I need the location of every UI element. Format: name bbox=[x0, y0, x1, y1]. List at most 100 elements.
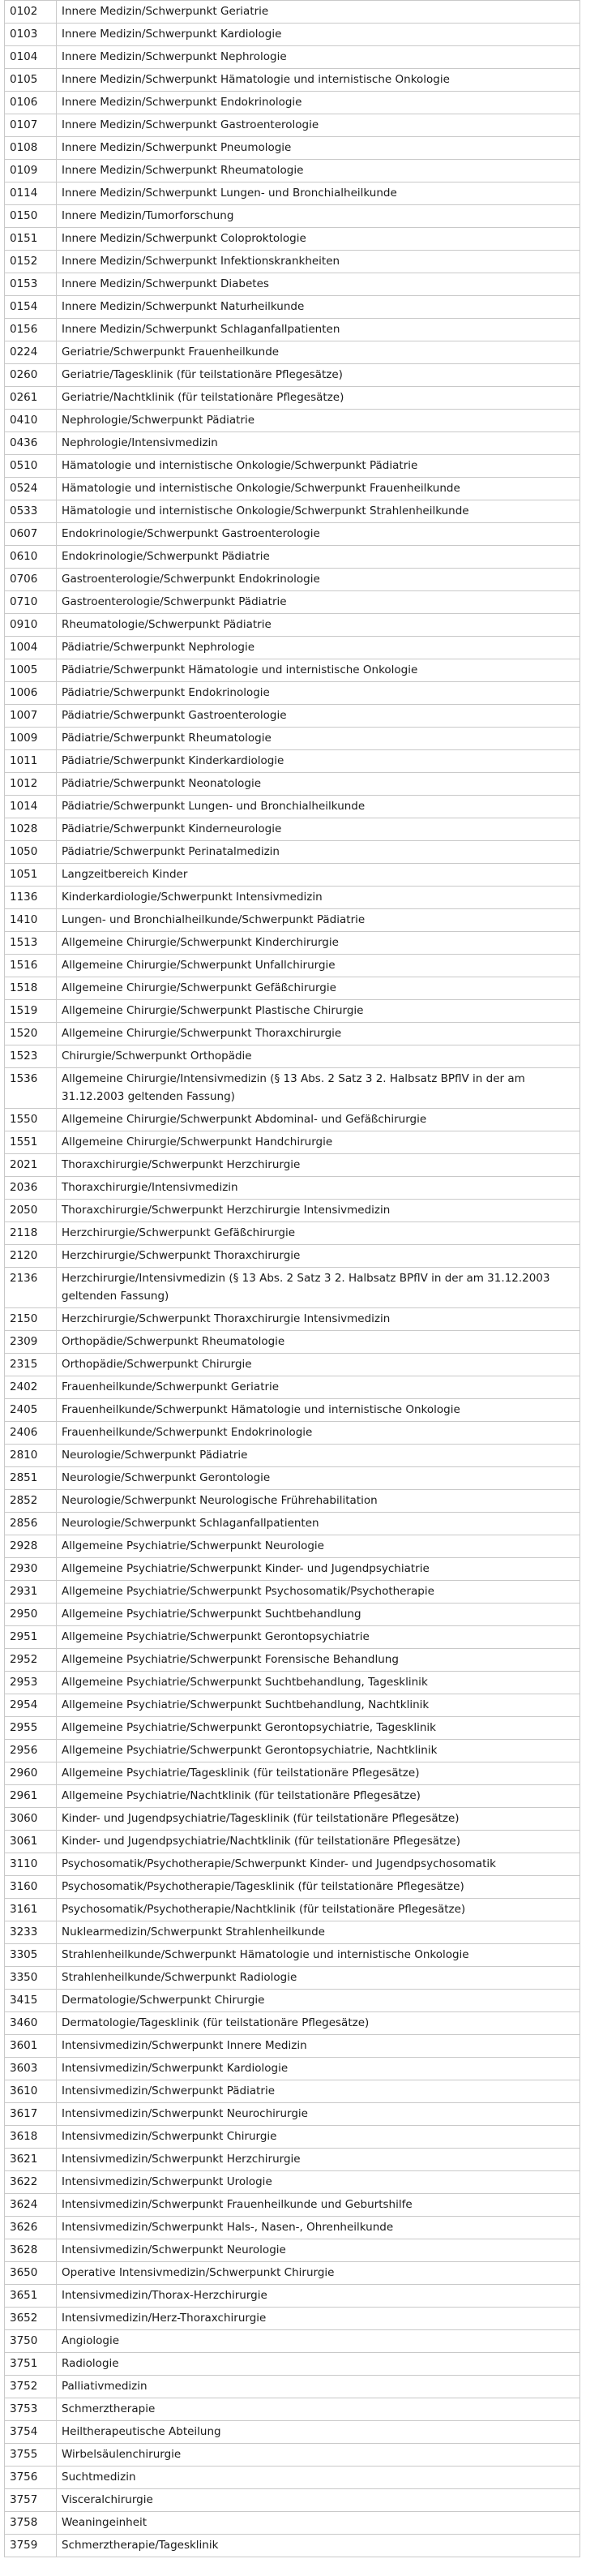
department-name: Pädiatrie/Schwerpunkt Endokrinologie bbox=[56, 681, 580, 705]
department-code: 1012 bbox=[4, 772, 57, 796]
department-name: Allgemeine Psychiatrie/Schwerpunkt Kinde… bbox=[56, 1557, 580, 1581]
department-name: Allgemeine Psychiatrie/Schwerpunkt Geron… bbox=[56, 1625, 580, 1649]
table-row: 3626 Intensivmedizin/Schwerpunkt Hals-, N… bbox=[4, 2216, 580, 2239]
department-code: 2953 bbox=[4, 1671, 57, 1694]
department-code: 2402 bbox=[4, 1376, 57, 1399]
department-name: Psychosomatik/Psychotherapie/Nachtklinik… bbox=[56, 1898, 580, 1921]
department-code: 0150 bbox=[4, 204, 57, 228]
table-row: 0610 Endokrinologie/Schwerpunkt Pädiatrie bbox=[4, 545, 580, 569]
table-row: 0910 Rheumatologie/Schwerpunkt Pädiatrie bbox=[4, 613, 580, 637]
table-row: 1014 Pädiatrie/Schwerpunkt Lungen- und Br… bbox=[4, 795, 580, 818]
table-row: 2402 Frauenheilkunde/Schwerpunkt Geriatri… bbox=[4, 1376, 580, 1399]
table-row: 0533 Hämatologie und internistische Onkol… bbox=[4, 500, 580, 523]
department-code: 3415 bbox=[4, 1989, 57, 2012]
department-name: Pädiatrie/Schwerpunkt Perinatalmedizin bbox=[56, 840, 580, 864]
table-row: 3651 Intensivmedizin/Thorax-Herzchirurgie bbox=[4, 2284, 580, 2308]
table-row: 2951 Allgemeine Psychiatrie/Schwerpunkt G… bbox=[4, 1625, 580, 1649]
department-code: 1007 bbox=[4, 704, 57, 728]
department-name: Allgemeine Psychiatrie/Schwerpunkt Sucht… bbox=[56, 1603, 580, 1626]
table-row: 3752 Palliativmedizin bbox=[4, 2375, 580, 2398]
department-code: 0156 bbox=[4, 318, 57, 341]
table-row: 3601 Intensivmedizin/Schwerpunkt Innere M… bbox=[4, 2034, 580, 2058]
department-code: 3622 bbox=[4, 2170, 57, 2194]
department-name: Intensivmedizin/Thorax-Herzchirurgie bbox=[56, 2284, 580, 2308]
table-row: 0524 Hämatologie und internistische Onkol… bbox=[4, 477, 580, 500]
department-name: Intensivmedizin/Schwerpunkt Chirurgie bbox=[56, 2125, 580, 2149]
department-code: 1050 bbox=[4, 840, 57, 864]
department-name: Weaningeinheit bbox=[56, 2511, 580, 2535]
table-row: 3621 Intensivmedizin/Schwerpunkt Herzchir… bbox=[4, 2148, 580, 2171]
table-row: 3757 Visceralchirurgie bbox=[4, 2488, 580, 2512]
department-code: 1014 bbox=[4, 795, 57, 818]
department-code: 0436 bbox=[4, 431, 57, 455]
table-row: 3603 Intensivmedizin/Schwerpunkt Kardiolo… bbox=[4, 2057, 580, 2080]
department-code-table: 0102 Innere Medizin/Schwerpunkt Geriatrie… bbox=[4, 0, 580, 2557]
department-name: Allgemeine Psychiatrie/Schwerpunkt Sucht… bbox=[56, 1671, 580, 1694]
department-code: 3650 bbox=[4, 2261, 57, 2285]
table-row: 2928 Allgemeine Psychiatrie/Schwerpunkt N… bbox=[4, 1535, 580, 1558]
table-row: 3756 Suchtmedizin bbox=[4, 2466, 580, 2489]
department-name: Allgemeine Chirurgie/Intensivmedizin (§ … bbox=[56, 1067, 580, 1109]
department-code: 1136 bbox=[4, 886, 57, 909]
table-row: 0410 Nephrologie/Schwerpunkt Pädiatrie bbox=[4, 409, 580, 432]
table-row: 0607 Endokrinologie/Schwerpunkt Gastroent… bbox=[4, 522, 580, 546]
department-name: Operative Intensivmedizin/Schwerpunkt Ch… bbox=[56, 2261, 580, 2285]
department-name: Innere Medizin/Schwerpunkt Coloproktolog… bbox=[56, 227, 580, 251]
department-code: 0224 bbox=[4, 341, 57, 364]
department-code: 0607 bbox=[4, 522, 57, 546]
department-name: Allgemeine Chirurgie/Schwerpunkt Kinderc… bbox=[56, 931, 580, 955]
table-row: 0108 Innere Medizin/Schwerpunkt Pneumolog… bbox=[4, 136, 580, 160]
department-code: 2405 bbox=[4, 1398, 57, 1422]
table-row: 0114 Innere Medizin/Schwerpunkt Lungen- u… bbox=[4, 182, 580, 205]
department-name: Innere Medizin/Schwerpunkt Lungen- und B… bbox=[56, 182, 580, 205]
department-name: Innere Medizin/Schwerpunkt Endokrinologi… bbox=[56, 91, 580, 114]
department-name: Visceralchirurgie bbox=[56, 2488, 580, 2512]
table-row: 3618 Intensivmedizin/Schwerpunkt Chirurgi… bbox=[4, 2125, 580, 2149]
table-row: 0156 Innere Medizin/Schwerpunkt Schlaganf… bbox=[4, 318, 580, 341]
department-code: 1523 bbox=[4, 1045, 57, 1068]
table-row: 0106 Innere Medizin/Schwerpunkt Endokrino… bbox=[4, 91, 580, 114]
department-name: Innere Medizin/Schwerpunkt Kardiologie bbox=[56, 23, 580, 46]
department-code: 0107 bbox=[4, 114, 57, 137]
department-code: 0103 bbox=[4, 23, 57, 46]
department-name: Intensivmedizin/Schwerpunkt Hals-, Nasen… bbox=[56, 2216, 580, 2239]
table-row: 3751 Radiologie bbox=[4, 2352, 580, 2376]
department-name: Pädiatrie/Schwerpunkt Neonatologie bbox=[56, 772, 580, 796]
table-row: 1513 Allgemeine Chirurgie/Schwerpunkt Kin… bbox=[4, 931, 580, 955]
department-name: Allgemeine Psychiatrie/Schwerpunkt Geron… bbox=[56, 1739, 580, 1762]
department-name: Intensivmedizin/Schwerpunkt Neurologie bbox=[56, 2239, 580, 2262]
table-row: 2120 Herzchirurgie/Schwerpunkt Thoraxchir… bbox=[4, 1244, 580, 1268]
department-name: Orthopädie/Schwerpunkt Rheumatologie bbox=[56, 1330, 580, 1354]
table-row: 0224 Geriatrie/Schwerpunkt Frauenheilkund… bbox=[4, 341, 580, 364]
department-code: 3060 bbox=[4, 1807, 57, 1831]
department-name: Allgemeine Psychiatrie/Schwerpunkt Geron… bbox=[56, 1716, 580, 1740]
department-code: 1009 bbox=[4, 727, 57, 750]
department-code: 3626 bbox=[4, 2216, 57, 2239]
department-name: Frauenheilkunde/Schwerpunkt Geriatrie bbox=[56, 1376, 580, 1399]
table-row: 3415 Dermatologie/Schwerpunkt Chirurgie bbox=[4, 1989, 580, 2012]
table-row: 0710 Gastroenterologie/Schwerpunkt Pädiat… bbox=[4, 590, 580, 614]
table-row: 3160 Psychosomatik/Psychotherapie/Tageskl… bbox=[4, 1875, 580, 1899]
department-name: Orthopädie/Schwerpunkt Chirurgie bbox=[56, 1353, 580, 1376]
table-row: 2960 Allgemeine Psychiatrie/Tagesklinik (… bbox=[4, 1762, 580, 1785]
department-name: Allgemeine Chirurgie/Schwerpunkt Plastis… bbox=[56, 999, 580, 1023]
department-name: Herzchirurgie/Intensivmedizin (§ 13 Abs.… bbox=[56, 1267, 580, 1308]
department-code: 0104 bbox=[4, 45, 57, 69]
department-code: 0109 bbox=[4, 159, 57, 182]
table-row: 1516 Allgemeine Chirurgie/Schwerpunkt Unf… bbox=[4, 954, 580, 977]
department-name: Kinder- und Jugendpsychiatrie/Nachtklini… bbox=[56, 1830, 580, 1853]
table-row: 2150 Herzchirurgie/Schwerpunkt Thoraxchir… bbox=[4, 1307, 580, 1331]
table-row: 1011 Pädiatrie/Schwerpunkt Kinderkardiolo… bbox=[4, 749, 580, 773]
table-row: 3622 Intensivmedizin/Schwerpunkt Urologie bbox=[4, 2170, 580, 2194]
department-name: Strahlenheilkunde/Schwerpunkt Radiologie bbox=[56, 1966, 580, 1990]
table-row: 1518 Allgemeine Chirurgie/Schwerpunkt Gef… bbox=[4, 977, 580, 1000]
table-row: 3233 Nuklearmedizin/Schwerpunkt Strahlenh… bbox=[4, 1921, 580, 1944]
table-row: 1028 Pädiatrie/Schwerpunkt Kinderneurolog… bbox=[4, 818, 580, 841]
department-name: Innere Medizin/Schwerpunkt Hämatologie u… bbox=[56, 68, 580, 92]
department-code: 1006 bbox=[4, 681, 57, 705]
department-name: Innere Medizin/Schwerpunkt Infektionskra… bbox=[56, 250, 580, 273]
department-code: 3624 bbox=[4, 2193, 57, 2217]
department-code: 0152 bbox=[4, 250, 57, 273]
department-code: 2036 bbox=[4, 1176, 57, 1200]
department-name: Rheumatologie/Schwerpunkt Pädiatrie bbox=[56, 613, 580, 637]
